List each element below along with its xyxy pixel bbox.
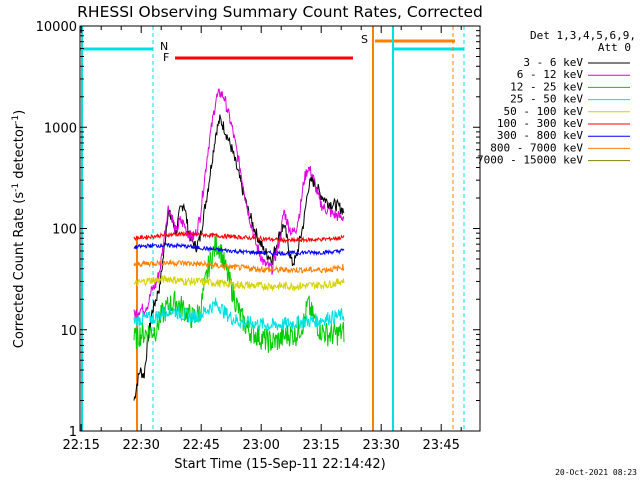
series-line-4: [133, 274, 345, 292]
y-tick-label-1: 10: [60, 324, 77, 339]
y-tick-label-2: 100: [52, 223, 77, 238]
legend-label-1: 6 - 12 keV: [517, 68, 584, 81]
series-line-7: [133, 259, 345, 274]
legend-header-detectors: Det 1,3,4,5,6,9,: [530, 29, 636, 42]
x-tick-label-1: 22:30: [122, 438, 159, 453]
y-axis-label: Corrected Count Rate (s-1 detector-1): [11, 110, 27, 348]
x-tick-label-6: 23:45: [422, 438, 459, 453]
legend-label-7: 800 - 7000 keV: [490, 141, 583, 154]
flag-label-s: S: [361, 33, 368, 46]
legend-label-3: 25 - 50 keV: [510, 93, 583, 106]
legend-header-attenuator: Att 0: [598, 41, 631, 54]
plot-area: NF S: [80, 26, 465, 431]
legend-label-8: 7000 - 15000 keV: [477, 154, 583, 167]
legend-label-2: 12 - 25 keV: [510, 80, 583, 93]
series-line-3: [133, 297, 345, 331]
series-line-5: [133, 230, 345, 244]
x-tick-label-3: 23:00: [242, 438, 279, 453]
flag-label-f: F: [163, 51, 169, 64]
x-tick-label-5: 23:30: [362, 438, 399, 453]
render-timestamp: 20-Oct-2021 08:23: [555, 468, 637, 477]
y-tick-label-0: 1: [69, 425, 77, 440]
x-tick-label-4: 23:15: [302, 438, 339, 453]
legend-label-6: 300 - 800 keV: [497, 129, 583, 142]
x-tick-label-0: 22:15: [62, 438, 99, 453]
y-axis: 1 10 100 1000 10000: [36, 20, 480, 440]
legend-label-5: 100 - 300 keV: [497, 117, 583, 130]
x-axis: 22:15 22:30 22:45 23:00 23:15 23:30 23:45: [62, 26, 462, 453]
y-tick-label-4: 10000: [36, 20, 77, 35]
legend-label-0: 3 - 6 keV: [523, 56, 583, 69]
y-tick-label-3: 1000: [44, 121, 77, 136]
legend-label-4: 50 - 100 keV: [504, 105, 584, 118]
flag-label-n: N: [160, 40, 168, 53]
chart-title: RHESSI Observing Summary Count Rates, Co…: [77, 3, 483, 21]
x-tick-label-2: 22:45: [182, 438, 219, 453]
x-axis-label: Start Time (15-Sep-11 22:14:42): [174, 457, 385, 472]
series-line-1: [133, 88, 345, 319]
series-line-6: [133, 242, 345, 257]
